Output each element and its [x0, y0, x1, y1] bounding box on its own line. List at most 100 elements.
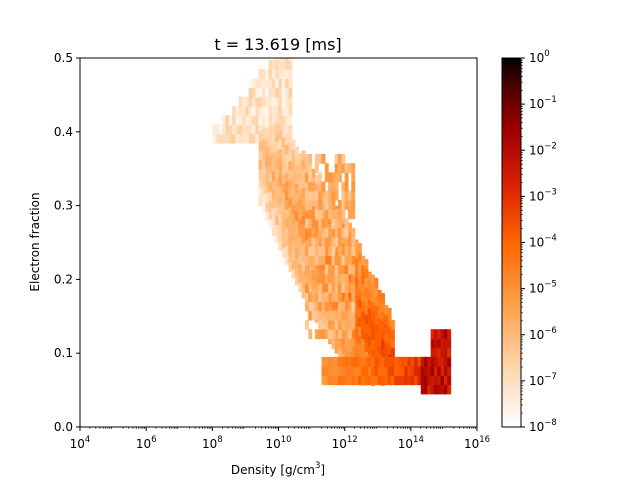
heatmap-cell [344, 255, 349, 266]
heatmap-cell [288, 197, 293, 208]
heatmap-cell [238, 96, 243, 107]
heatmap-cell [314, 276, 319, 286]
heatmap-cell [268, 59, 273, 70]
heatmap-cell [410, 356, 415, 367]
heatmap-cell [252, 115, 256, 126]
heatmap-cell [328, 246, 333, 257]
heatmap-cell [344, 218, 349, 229]
heatmap-cell [268, 126, 273, 137]
heatmap-cell [338, 356, 342, 367]
heatmap-cell [341, 190, 346, 201]
heatmap-cell [341, 255, 346, 266]
heatmap-cell [420, 384, 425, 395]
heatmap-cell [291, 259, 296, 270]
heatmap-cell [433, 356, 438, 367]
heatmap-cell [407, 375, 412, 386]
heatmap-cell [271, 124, 276, 135]
y-tick-label: 0.0 [54, 420, 73, 434]
heatmap-cell [261, 124, 266, 135]
heatmap-cell [347, 163, 352, 173]
heatmap-cell [275, 69, 280, 79]
heatmap-cell [321, 227, 326, 238]
heatmap-cell [354, 267, 359, 277]
heatmap-cell [252, 124, 256, 135]
heatmap-cell [384, 356, 389, 367]
heatmap-cell [298, 236, 303, 246]
heatmap-cell [354, 375, 359, 386]
heatmap-cell [344, 227, 349, 238]
heatmap-cell [308, 236, 313, 247]
colorbar-tick-label: 10−6 [529, 326, 557, 342]
heatmap-cell [261, 194, 266, 205]
y-tick-label: 0.1 [54, 346, 73, 360]
heatmap-cell [261, 157, 266, 168]
heatmap-cell [285, 236, 290, 247]
heatmap-cell [301, 150, 306, 161]
heatmap-cell [275, 205, 280, 216]
heatmap-cell [318, 209, 323, 220]
heatmap-cell [288, 179, 293, 189]
heatmap-cell [357, 375, 362, 386]
heatmap-cell [331, 246, 336, 257]
heatmap-cell [328, 310, 333, 321]
heatmap-cell [334, 356, 339, 367]
colorbar-tick-label: 10−7 [529, 372, 557, 388]
heatmap-cell [433, 347, 438, 358]
heatmap-cell [354, 304, 359, 314]
heatmap-cell [397, 366, 402, 376]
heatmap-cell [341, 343, 346, 354]
heatmap-cell [364, 314, 369, 325]
heatmap-cell [321, 181, 326, 192]
heatmap-cell [298, 273, 303, 283]
heatmap-cell [258, 124, 263, 135]
heatmap-cell [288, 87, 293, 98]
heatmap-cell [328, 181, 333, 192]
heatmap-cell [404, 375, 409, 386]
heatmap-cell [271, 143, 276, 153]
heatmap-cell [311, 260, 316, 271]
heatmap-cell [351, 273, 356, 284]
heatmap-cell [351, 209, 356, 220]
heatmap-cell [308, 172, 313, 183]
heatmap-cell [324, 209, 329, 220]
heatmap-cell [268, 144, 273, 155]
heatmap-cell [285, 59, 290, 70]
heatmap-cell [291, 268, 296, 279]
heatmap-cell [324, 264, 329, 275]
heatmap-cell [265, 105, 270, 116]
heatmap-cell [252, 105, 256, 116]
heatmap-cell [328, 200, 333, 210]
heatmap-cell [222, 115, 227, 126]
heatmap-cell [347, 283, 352, 293]
heatmap-cell [354, 257, 359, 268]
heatmap-cell [301, 233, 306, 244]
heatmap-cell [261, 87, 266, 98]
heatmap-cell [357, 289, 362, 300]
heatmap-cell [304, 218, 309, 229]
heatmap-cell [318, 200, 323, 210]
heatmap-cell [331, 200, 336, 210]
heatmap-cell [361, 356, 366, 367]
heatmap-cell [295, 229, 299, 240]
heatmap-cell [374, 351, 379, 362]
heatmap-cell [347, 375, 352, 386]
heatmap-cell [285, 69, 290, 79]
heatmap-cell [298, 171, 303, 182]
heatmap-cell [278, 58, 283, 61]
heatmap-cell [331, 264, 336, 275]
heatmap-cell [308, 153, 313, 164]
heatmap-cell [314, 209, 319, 220]
heatmap-cell [364, 296, 369, 306]
heatmap-cell [321, 236, 326, 247]
heatmap-cell [351, 283, 356, 293]
heatmap-cell [291, 158, 296, 169]
heatmap-cell [417, 366, 422, 376]
heatmap-cell [318, 292, 323, 303]
heatmap-cell [281, 220, 286, 231]
heatmap-cell [354, 313, 359, 324]
heatmap-cell [308, 310, 313, 321]
heatmap-cell [298, 189, 303, 200]
heatmap-cell [347, 190, 352, 201]
heatmap-cell [295, 164, 299, 175]
heatmap-cell [324, 356, 329, 367]
